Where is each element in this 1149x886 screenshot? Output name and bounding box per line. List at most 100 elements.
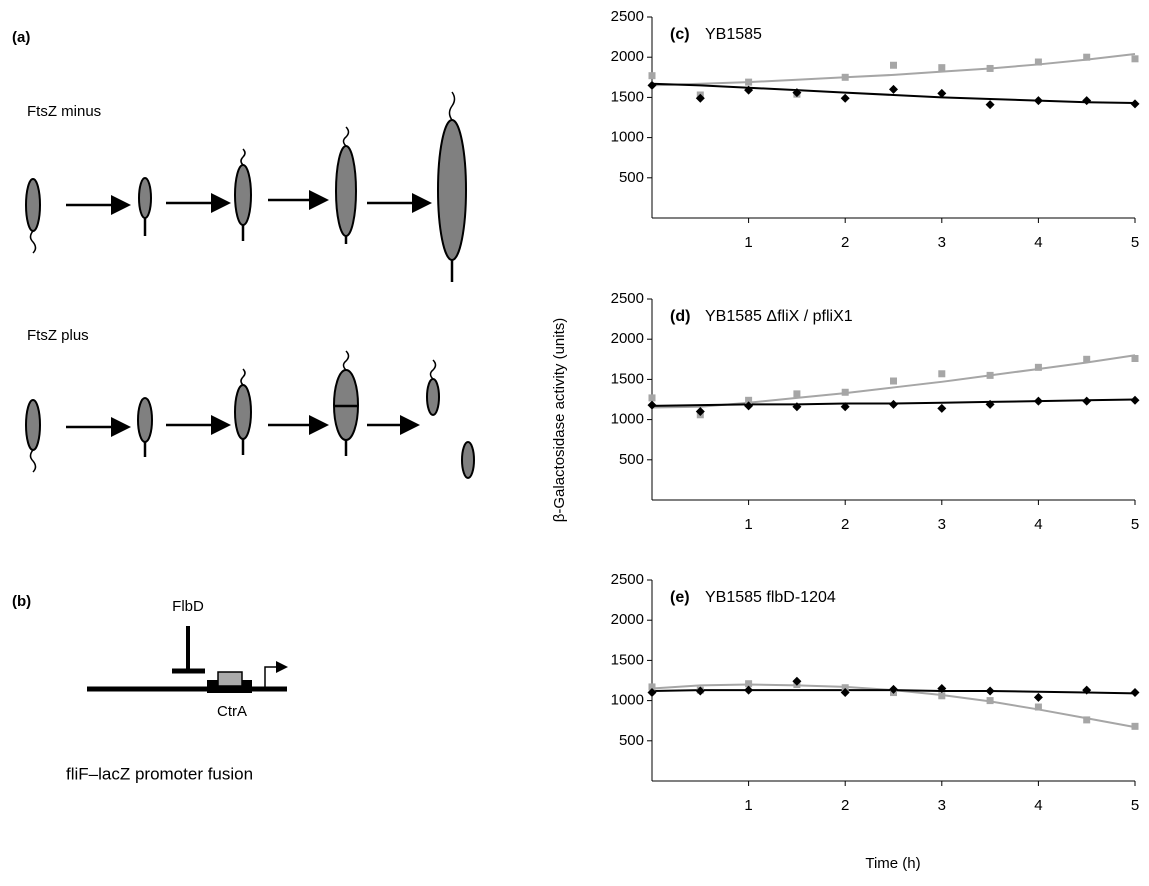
point: [793, 390, 801, 398]
y-tick-label: 2500: [611, 571, 644, 588]
y-tick-label: 2500: [611, 290, 644, 307]
x-tick-label: 4: [1034, 516, 1042, 533]
point: [647, 80, 657, 90]
x-axis-label: Time (h): [865, 855, 920, 872]
panel-label: (d): [670, 308, 690, 325]
point: [985, 100, 995, 110]
row-label: FtsZ minus: [27, 103, 101, 120]
point: [1082, 396, 1092, 406]
point: [938, 370, 946, 378]
y-tick-label: 2000: [611, 611, 644, 628]
point: [986, 64, 994, 72]
point: [937, 403, 947, 413]
panel-label: (e): [670, 589, 690, 606]
caption: fliF–lacZ promoter fusion: [66, 764, 253, 783]
point: [744, 85, 754, 95]
point: [1083, 53, 1091, 61]
chart: 500 1000 1500 2000 2500 1 2 3 4 5 (c) YB1585: [611, 8, 1140, 251]
point: [745, 680, 753, 688]
point: [1034, 363, 1042, 371]
point: [1130, 99, 1140, 109]
point: [695, 93, 705, 103]
point: [889, 399, 898, 409]
point: [647, 688, 657, 698]
point: [889, 84, 898, 94]
point: [1033, 396, 1043, 406]
site-label: CtrA: [217, 703, 247, 720]
chart-title: YB1585 ΔfliX / pfliX1: [705, 308, 853, 325]
x-tick-label: 2: [841, 797, 849, 814]
point: [792, 402, 802, 412]
panel-label: (a): [12, 29, 30, 46]
point: [840, 402, 850, 412]
diagram-a: (a) FtsZ minus FtsZ plus: [12, 29, 475, 479]
point: [648, 394, 656, 402]
panel-label: (c): [670, 26, 690, 43]
x-tick-label: 2: [841, 516, 849, 533]
y-tick-label: 1000: [611, 411, 644, 428]
panel-label: (b): [12, 593, 31, 610]
point: [841, 73, 849, 81]
x-tick-label: 4: [1034, 797, 1042, 814]
point: [1131, 55, 1139, 63]
y-tick-label: 500: [619, 451, 644, 468]
point: [1130, 395, 1140, 405]
y-tick-label: 500: [619, 732, 644, 749]
x-tick-label: 5: [1131, 797, 1139, 814]
point: [985, 399, 995, 409]
chart: 500 1000 1500 2000 2500 1 2 3 4 5 (d) YB1585 ΔfliX …: [611, 290, 1140, 533]
y-tick-label: 2500: [611, 8, 644, 25]
point: [986, 371, 994, 379]
x-tick-label: 3: [938, 797, 946, 814]
trend-line: [651, 82, 1136, 105]
point: [744, 401, 754, 411]
y-tick-label: 2000: [611, 330, 644, 347]
point: [1033, 692, 1043, 702]
point: [938, 64, 946, 72]
point: [840, 93, 850, 103]
x-tick-label: 1: [744, 516, 752, 533]
y-tick-label: 500: [619, 169, 644, 186]
point: [695, 407, 705, 417]
y-tick-label: 2000: [611, 48, 644, 65]
diagram-b: (b) FlbD CtrA fliF–lacZ promoter fusion: [12, 593, 288, 783]
x-tick-label: 3: [938, 234, 946, 251]
y-tick-label: 1500: [611, 370, 644, 387]
point: [1130, 688, 1140, 698]
point: [1033, 96, 1043, 106]
point: [695, 686, 705, 696]
point: [841, 388, 849, 396]
point: [890, 61, 897, 69]
point: [745, 396, 753, 404]
chart: 500 1000 1500 2000 2500 1 2 3 4 5 (e) YB1585 flbD-1…: [611, 571, 1140, 814]
point: [1131, 354, 1139, 362]
point: [792, 676, 802, 686]
point: [1083, 355, 1091, 363]
chart-title: YB1585 flbD-1204: [705, 589, 836, 606]
point: [745, 78, 753, 86]
x-tick-label: 3: [938, 516, 946, 533]
point: [1034, 58, 1042, 66]
point: [1083, 716, 1091, 724]
protein-label: FlbD: [172, 598, 204, 615]
point: [1082, 96, 1092, 106]
y-axis-label: β-Galactosidase activity (units): [551, 318, 568, 523]
x-tick-label: 4: [1034, 234, 1042, 251]
point: [648, 683, 656, 691]
point: [841, 684, 849, 692]
y-tick-label: 1500: [611, 88, 644, 105]
point: [890, 377, 897, 385]
point: [938, 692, 946, 700]
y-tick-label: 1500: [611, 651, 644, 668]
x-tick-label: 1: [744, 797, 752, 814]
point: [937, 684, 947, 694]
point: [744, 685, 754, 695]
trend-line: [651, 52, 1136, 87]
point: [648, 72, 656, 80]
point: [986, 697, 994, 705]
y-tick-label: 1000: [611, 129, 644, 146]
point: [1082, 685, 1092, 695]
point: [937, 88, 947, 98]
point: [889, 684, 898, 694]
point: [647, 400, 657, 410]
